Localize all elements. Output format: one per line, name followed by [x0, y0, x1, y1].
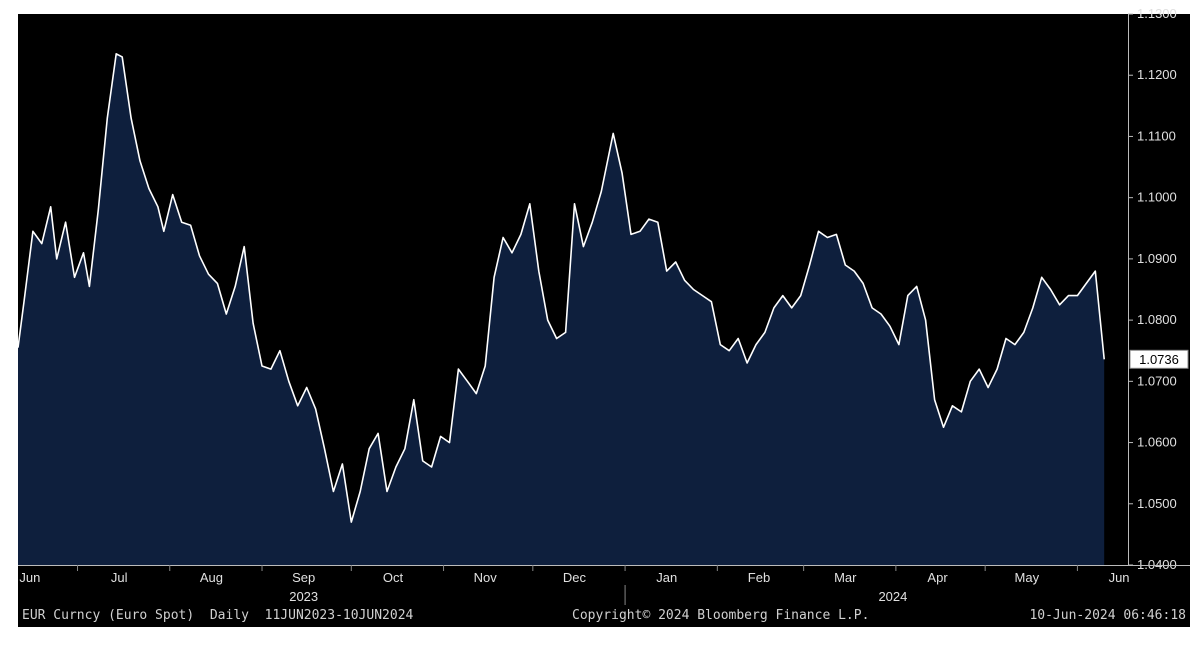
y-axis: 1.0400 1.0500 1.0600 1.0700 1.0800 1.0900 1.10…	[1128, 6, 1177, 572]
x-tick-label: Nov	[474, 570, 498, 585]
instrument-label: EUR Curncy (Euro Spot)	[22, 608, 195, 623]
last-value-label: 1.0736	[1139, 352, 1179, 367]
series-area-fill	[18, 53, 1105, 566]
axis-background	[1128, 14, 1190, 565]
x-tick-label: Jul	[111, 570, 128, 585]
y-tick-label: 1.1000	[1137, 190, 1177, 205]
x-tick-label: Mar	[834, 570, 857, 585]
last-value-group: 1.0736	[1129, 349, 1189, 369]
year-label: 2024	[878, 589, 907, 604]
x-tick-label: Feb	[748, 570, 770, 585]
y-tick-label: 1.0400	[1137, 557, 1177, 572]
series-line	[17, 53, 1105, 523]
last-value-badge	[1129, 349, 1189, 369]
time-axis-background	[18, 565, 1190, 605]
y-tick-label: 1.0900	[1137, 251, 1177, 266]
y-tick-label: 1.0700	[1137, 373, 1177, 388]
x-tick-label: May	[1015, 570, 1040, 585]
date-range-label: 11JUN2023-10JUN2024	[264, 608, 414, 623]
y-tick-label: 1.0600	[1137, 435, 1177, 450]
area-layer	[17, 53, 1105, 566]
x-tick-label: Sep	[292, 570, 315, 585]
footer-bar	[18, 605, 1190, 627]
y-tick-label: 1.1100	[1137, 128, 1176, 143]
y-tick-label: 1.1300	[1137, 6, 1177, 21]
y-tick-label: 1.0800	[1137, 312, 1177, 327]
x-tick-label: Aug	[200, 570, 223, 585]
year-label: 2023	[289, 589, 318, 604]
x-tick-label: Jan	[656, 570, 677, 585]
frequency-label: Daily	[209, 608, 249, 623]
copyright-label: Copyright© 2024 Bloomberg Finance L.P.	[572, 608, 870, 623]
x-tick-label: Apr	[927, 570, 948, 585]
y-tick-label: 1.1200	[1137, 67, 1177, 82]
y-tick-label: 1.0500	[1137, 496, 1177, 511]
footer-instrument: EUR Curncy (Euro Spot) Daily 11JUN2023-1…	[22, 606, 413, 626]
x-tick-label: Jun	[1109, 570, 1130, 585]
timestamp-label: 10-Jun-2024 06:46:18	[1029, 608, 1186, 623]
x-tick-label: Jun	[19, 570, 40, 585]
x-axis: Jun Jul Aug Sep Oct Nov Dec Jan Feb Mar Apr May Jun 2…	[18, 565, 1190, 605]
x-tick-label: Dec	[563, 570, 587, 585]
x-tick-label: Oct	[383, 570, 404, 585]
